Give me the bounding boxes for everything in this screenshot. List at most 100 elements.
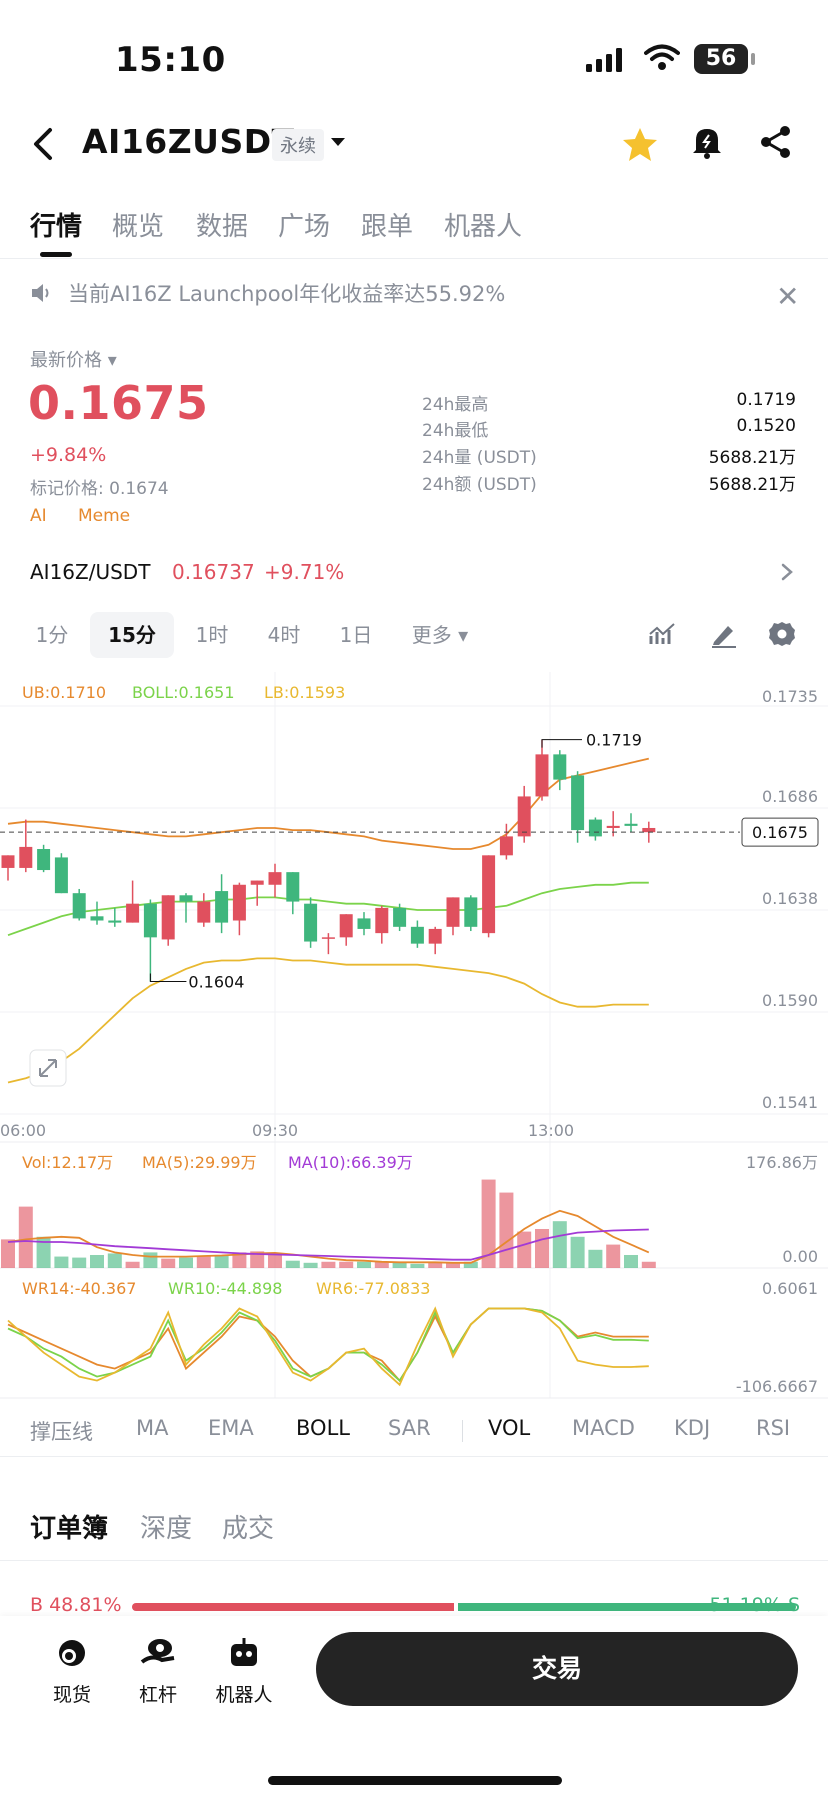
nav-bots[interactable]: 机器人 xyxy=(204,1636,284,1707)
interval-1h[interactable]: 1时 xyxy=(195,623,229,647)
volume-bar xyxy=(339,1261,354,1268)
candle-body xyxy=(161,895,175,940)
tab-bots[interactable]: 机器人 xyxy=(444,212,523,242)
wr6-line xyxy=(7,1306,649,1387)
interval-more[interactable]: 更多 ▾ xyxy=(411,623,469,647)
volume-bar xyxy=(36,1236,51,1268)
pair-title[interactable]: AI16ZUSDT xyxy=(82,122,295,161)
volume-bar xyxy=(1,1239,15,1268)
volume-bar xyxy=(570,1236,585,1268)
tab-order-book[interactable]: 订单簿 xyxy=(30,1514,109,1544)
x-tick: 09:30 xyxy=(252,1121,298,1140)
close-icon[interactable]: ✕ xyxy=(776,280,800,313)
tag-ai[interactable]: AI xyxy=(30,506,47,526)
candle-body xyxy=(19,846,33,868)
tab-depth[interactable]: 深度 xyxy=(140,1514,193,1544)
tag-meme[interactable]: Meme xyxy=(78,506,131,526)
battery-level: 56 xyxy=(705,46,737,71)
back-button[interactable] xyxy=(26,124,62,164)
candle-body xyxy=(517,796,531,837)
latest-price-label[interactable]: 最新价格 ▾ xyxy=(30,350,117,371)
candle-body xyxy=(410,926,424,944)
volume-bar xyxy=(410,1263,425,1268)
margin-icon xyxy=(140,1639,175,1664)
legend-lb: LB:0.1593 xyxy=(264,683,345,702)
volume-bar xyxy=(268,1253,282,1268)
latest-price-label-text: 最新价格 xyxy=(30,350,102,371)
volume-bar xyxy=(232,1252,247,1268)
candle-body xyxy=(428,928,442,944)
candle-body xyxy=(446,897,460,927)
volume-bar xyxy=(18,1206,33,1268)
candle-body xyxy=(250,880,264,885)
y-tick: 0.1735 xyxy=(762,687,818,706)
cellular-signal-icon xyxy=(586,48,622,72)
gear-icon[interactable] xyxy=(768,620,796,648)
candle-body xyxy=(215,891,229,923)
trade-button[interactable]: 交易 xyxy=(316,1632,798,1706)
candle-body xyxy=(553,754,567,780)
y-tick: 0.1541 xyxy=(762,1093,818,1112)
indicator-kdj[interactable]: KDJ xyxy=(674,1416,711,1440)
candle-body xyxy=(393,907,407,927)
tab-data[interactable]: 数据 xyxy=(196,212,249,242)
tab-square[interactable]: 广场 xyxy=(278,212,331,242)
indicator-macd[interactable]: MACD xyxy=(572,1416,635,1440)
candle-body xyxy=(54,857,68,894)
volume-bar xyxy=(250,1251,265,1268)
x-tick: 13:00 xyxy=(528,1121,574,1140)
volume-tick: 0.00 xyxy=(782,1247,818,1266)
robot-icon xyxy=(231,1638,257,1666)
indicator-ma[interactable]: MA xyxy=(136,1416,169,1440)
stat-value-24h-volume: 5688.21万 xyxy=(708,448,796,468)
volume-bar xyxy=(517,1231,532,1268)
fullscreen-expand-icon[interactable] xyxy=(29,1049,67,1087)
indicator-boll[interactable]: BOLL xyxy=(296,1416,350,1440)
indicator-sar[interactable]: SAR xyxy=(388,1416,431,1440)
favorite-star-icon[interactable] xyxy=(620,126,660,164)
interval-15m[interactable]: 15分 xyxy=(90,612,174,658)
draw-pen-icon[interactable] xyxy=(710,622,738,648)
kline-chart[interactable]: UB:0.1710 BOLL:0.1651 LB:0.1593 0.1735 0… xyxy=(0,672,828,1402)
volume-bar xyxy=(161,1258,176,1268)
legend-vol-ma10: MA(10):66.39万 xyxy=(288,1153,413,1172)
wr-tick: 0.6061 xyxy=(762,1279,818,1298)
candle-body xyxy=(268,872,282,885)
interval-1d[interactable]: 1日 xyxy=(339,623,373,647)
tab-market[interactable]: 行情 xyxy=(30,212,83,242)
share-icon[interactable] xyxy=(758,124,794,160)
y-tick: 0.1590 xyxy=(762,991,818,1010)
wr14-line xyxy=(7,1307,649,1383)
volume-bar xyxy=(606,1244,621,1268)
chevron-right-icon[interactable] xyxy=(780,562,794,582)
announcement-text[interactable]: 当前AI16Z Launchpool年化收益率达55.92% xyxy=(68,282,506,306)
nav-spot[interactable]: 现货 xyxy=(32,1636,112,1707)
indicator-icon[interactable] xyxy=(648,622,676,648)
candle-body xyxy=(482,855,496,934)
candle-body xyxy=(339,914,353,938)
divider xyxy=(0,258,828,259)
volume-bar xyxy=(624,1254,638,1268)
volume-bar xyxy=(54,1256,69,1268)
stat-value-24h-turnover: 5688.21万 xyxy=(708,475,796,495)
volume-tick: 176.86万 xyxy=(746,1153,818,1172)
nav-margin[interactable]: 杠杆 xyxy=(118,1636,198,1707)
candle-body xyxy=(179,895,193,902)
indicator-vol[interactable]: VOL xyxy=(488,1416,531,1440)
buy-ratio-bar xyxy=(132,1603,455,1611)
indicator-support-resistance[interactable]: 撑压线 xyxy=(30,1420,93,1444)
tab-copy-trade[interactable]: 跟单 xyxy=(361,212,414,242)
volume-bar xyxy=(125,1261,140,1268)
boll-upper-line xyxy=(7,757,650,850)
interval-1m[interactable]: 1分 xyxy=(35,623,69,647)
interval-4h[interactable]: 4时 xyxy=(267,623,301,647)
indicator-rsi[interactable]: RSI xyxy=(756,1416,791,1440)
chevron-down-icon[interactable] xyxy=(330,136,346,148)
buy-ratio: B 48.81% xyxy=(30,1594,122,1616)
legend-wr6: WR6:-77.0833 xyxy=(316,1279,430,1298)
indicator-ema[interactable]: EMA xyxy=(208,1416,254,1440)
high-marker-line xyxy=(541,739,582,748)
tab-overview[interactable]: 概览 xyxy=(112,212,165,242)
alert-bell-icon[interactable] xyxy=(690,124,724,160)
tab-trades[interactable]: 成交 xyxy=(222,1514,275,1544)
